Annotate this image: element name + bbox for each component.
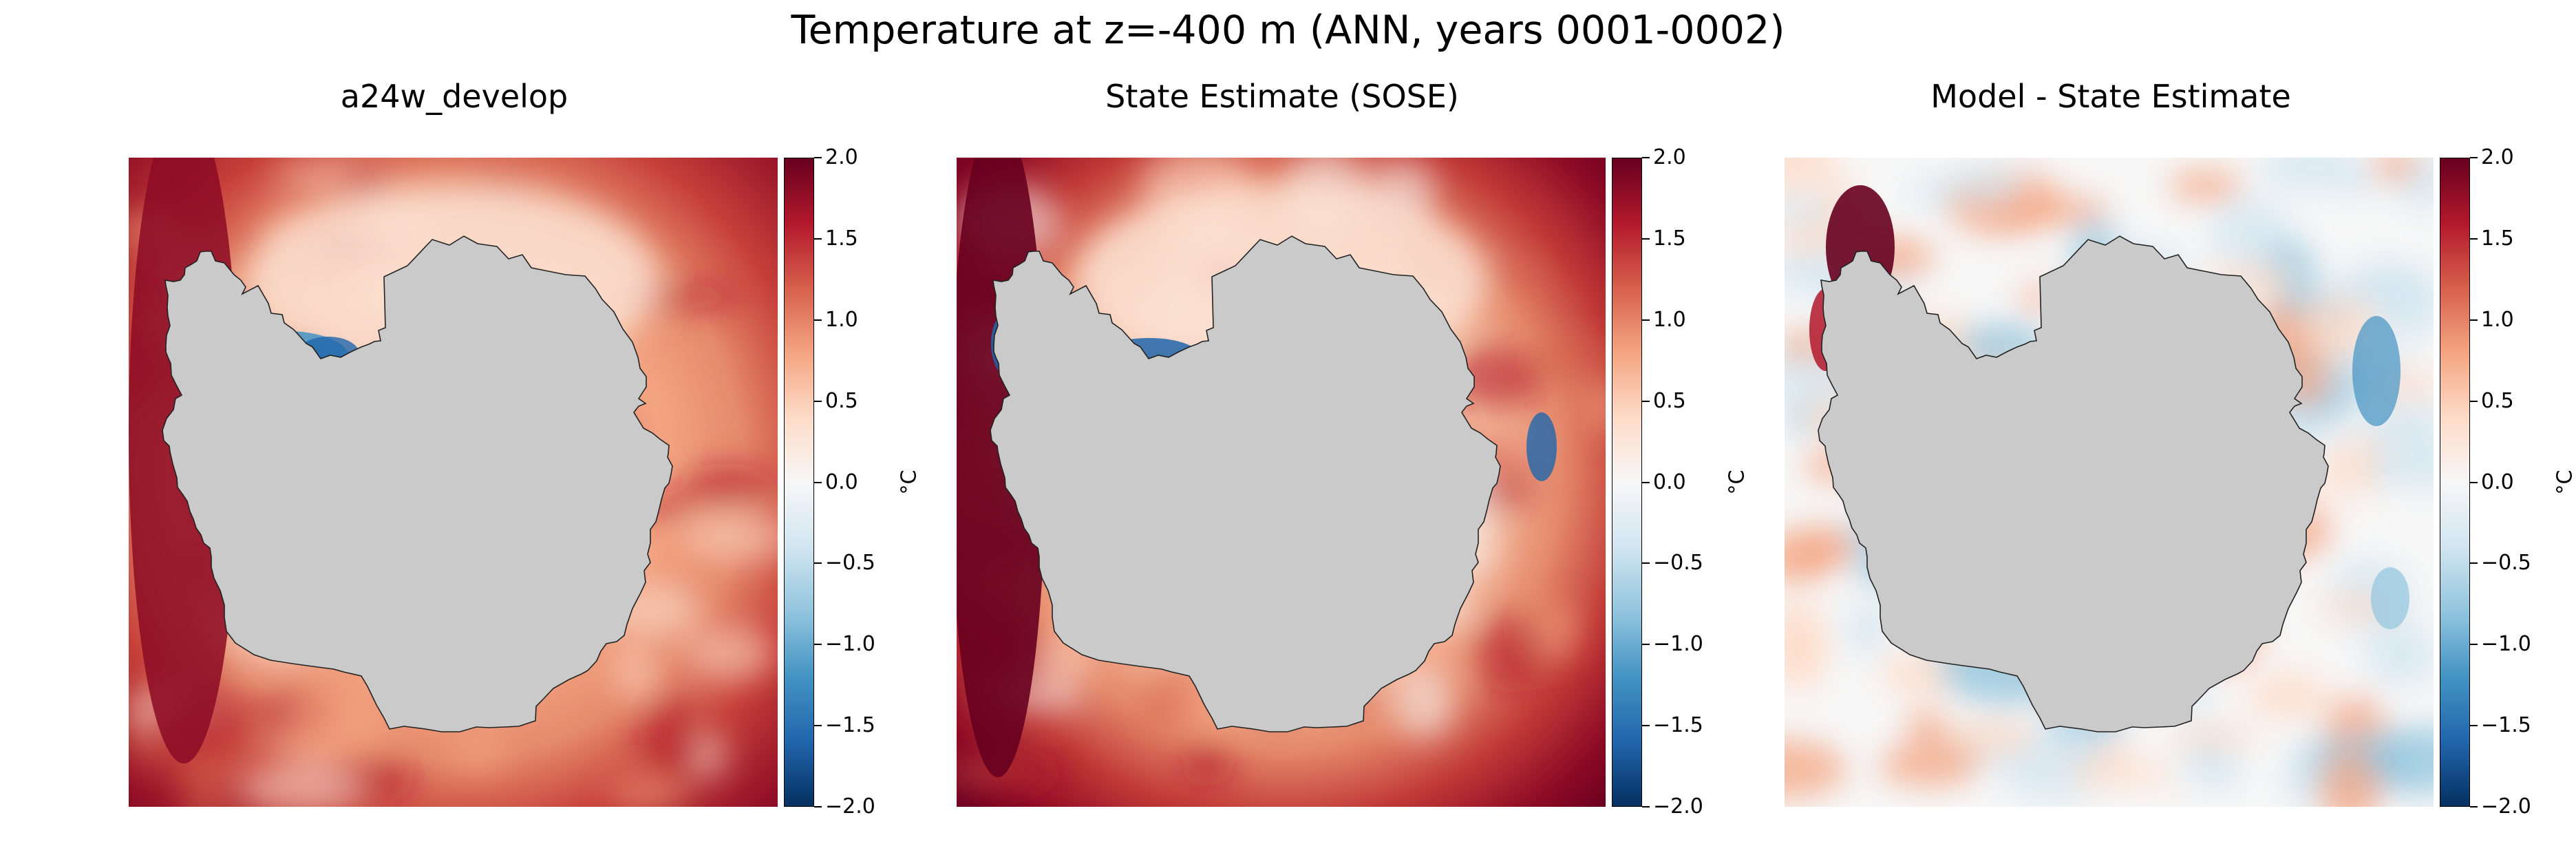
colorbar-tickmark [2470, 237, 2478, 240]
colorbar-tick-label: −2.0 [2481, 794, 2531, 819]
antarctica-landmask [162, 235, 673, 732]
colorbar-tickmark [1642, 725, 1650, 727]
colorbar-tick-label: 0.0 [1653, 469, 1686, 494]
colorbar-tickmark [2470, 725, 2478, 727]
colorbar-tick-label: 1.5 [825, 226, 858, 251]
colorbar-tickmark [2470, 481, 2478, 483]
map-svg [1785, 158, 2434, 807]
colorbar-tickmark [814, 481, 822, 483]
colorbar-tickmark [1642, 644, 1650, 646]
colorbar-tickmark [2470, 400, 2478, 402]
colorbar-tickmark [2470, 157, 2478, 158]
panel-title: State Estimate (SOSE) [1105, 78, 1459, 115]
colorbar-tickmark [2470, 319, 2478, 321]
colorbar-tick-label: −2.0 [1653, 794, 1703, 819]
colorbar-tick-label: −1.5 [2481, 713, 2531, 738]
colorbar-tickmark [814, 644, 822, 646]
colorbar-tickmark [2470, 806, 2478, 807]
map-svg [957, 158, 1606, 807]
colorbar-tick-label: −0.5 [1653, 551, 1703, 576]
colorbar-tickmark [814, 319, 822, 321]
temperature-map [957, 158, 1606, 807]
temperature-map [129, 158, 778, 807]
colorbar-tick-label: 1.0 [2481, 307, 2514, 332]
colorbar-tick-label: 0.0 [2481, 469, 2514, 494]
colorbar-tickmark [2470, 562, 2478, 564]
figure-title: Temperature at z=-400 m (ANN, years 0001… [791, 8, 1785, 53]
field-feature [2352, 316, 2401, 426]
colorbar-tick-label: 0.5 [1653, 388, 1686, 413]
colorbar-tick-label: 2.0 [825, 145, 858, 169]
colorbar-tick-label: 2.0 [1653, 145, 1686, 169]
colorbar-tick-label: 0.5 [825, 388, 858, 413]
colorbar-tick-label: 1.0 [1653, 307, 1686, 332]
colorbar [1612, 158, 1642, 807]
colorbar-tickmark [1642, 319, 1650, 321]
panel-title: a24w_develop [340, 78, 568, 115]
panel-title: Model - State Estimate [1930, 78, 2291, 115]
map-svg [129, 158, 778, 807]
colorbar-tick-label: 1.5 [2481, 226, 2514, 251]
colorbar-tick-label: 0.5 [2481, 388, 2514, 413]
colorbar-tickmark [1642, 806, 1650, 807]
colorbar-tickmark [1642, 157, 1650, 158]
colorbar-tick-label: −1.0 [825, 632, 875, 657]
colorbar-unit-label: °C [2553, 469, 2576, 494]
colorbar [2440, 158, 2470, 807]
colorbar-tickmark [1642, 237, 1650, 240]
colorbar [784, 158, 814, 807]
colorbar-tickmark [814, 562, 822, 564]
colorbar-tick-label: 1.0 [825, 307, 858, 332]
colorbar-tick-label: −0.5 [825, 551, 875, 576]
colorbar-tick-label: 0.0 [825, 469, 858, 494]
colorbar-unit-label: °C [1725, 469, 1749, 494]
colorbar-tickmark [2470, 644, 2478, 646]
colorbar-tick-label: −0.5 [2481, 551, 2531, 576]
colorbar-unit-label: °C [897, 469, 922, 494]
colorbar-tick-label: −1.0 [2481, 632, 2531, 657]
colorbar-tick-label: 2.0 [2481, 145, 2514, 169]
colorbar-tick-label: −2.0 [825, 794, 875, 819]
antarctica-landmask [990, 235, 1501, 732]
colorbar-tickmark [814, 806, 822, 807]
temperature-map [1785, 158, 2434, 807]
colorbar-tick-label: 1.5 [1653, 226, 1686, 251]
colorbar-tickmark [1642, 481, 1650, 483]
colorbar-tick-label: −1.5 [1653, 713, 1703, 738]
colorbar-tickmark [814, 157, 822, 158]
colorbar-tickmark [814, 725, 822, 727]
colorbar-tick-label: −1.5 [825, 713, 875, 738]
colorbar-tickmark [814, 400, 822, 402]
colorbar-tickmark [1642, 400, 1650, 402]
field-feature [1526, 412, 1557, 481]
colorbar-tick-label: −1.0 [1653, 632, 1703, 657]
antarctica-landmask [1818, 235, 2329, 732]
colorbar-tickmark [814, 237, 822, 240]
field-feature [2371, 567, 2409, 629]
colorbar-tickmark [1642, 562, 1650, 564]
